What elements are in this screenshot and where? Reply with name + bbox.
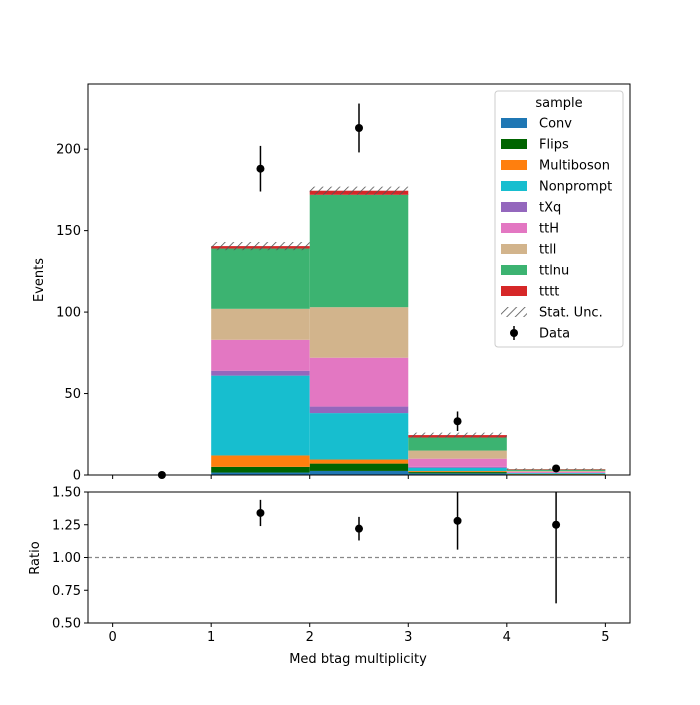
bar-txq-bin-2: [310, 407, 409, 414]
data-point: [454, 417, 462, 425]
legend-label-txq: tXq: [539, 201, 561, 216]
bar-tth-bin-3: [408, 459, 507, 467]
main-y-tick-label: 50: [64, 387, 81, 402]
ratio-y-tick-label: 1.50: [52, 486, 81, 501]
legend-swatch-nonprompt: [501, 181, 527, 191]
bar-multiboson-bin-3: [408, 471, 507, 472]
x-tick-label: 4: [503, 630, 511, 645]
legend-label-conv: Conv: [539, 117, 572, 132]
bar-tth-bin-1: [211, 340, 310, 371]
data-point: [355, 124, 363, 132]
data-point: [552, 464, 560, 472]
ratio-plot-frame: [88, 492, 630, 623]
stat-unc-band-bin-3: [408, 433, 507, 438]
bar-txq-bin-3: [408, 467, 507, 468]
bar-ttlnu-bin-1: [211, 249, 310, 309]
x-tick-label: 3: [404, 630, 412, 645]
x-tick-label: 0: [108, 630, 116, 645]
ratio-point: [552, 521, 560, 529]
bar-flips-bin-3: [408, 472, 507, 473]
bar-flips-bin-1: [211, 467, 310, 473]
legend-swatch-ttlnu: [501, 265, 527, 275]
bar-conv-bin-2: [310, 471, 409, 475]
data-point: [256, 165, 264, 173]
bar-txq-bin-1: [211, 371, 310, 376]
legend: sample Conv Flips Multiboson Nonprompt tXq ttH…: [495, 91, 623, 347]
ratio-y-tick-label: 1.00: [52, 551, 81, 566]
legend-title: sample: [535, 96, 582, 111]
legend-swatch-flips: [501, 139, 527, 149]
stat-unc-band-bin-2: [310, 187, 409, 195]
ratio-y-tick-label: 1.25: [52, 518, 81, 533]
main-y-tick-label: 150: [56, 224, 81, 239]
bar-nonprompt-bin-3: [408, 468, 507, 471]
legend-data-marker: [510, 329, 518, 337]
legend-label-stat-unc: Stat. Unc.: [539, 306, 603, 321]
legend-swatch-tttt: [501, 286, 527, 296]
legend-swatch-conv: [501, 118, 527, 128]
legend-label-multiboson: Multiboson: [539, 159, 610, 174]
ratio-point: [355, 525, 363, 533]
bar-ttlnu-bin-3: [408, 438, 507, 451]
ratio-y-tick-label: 0.50: [52, 617, 81, 632]
bar-ttlnu-bin-2: [310, 195, 409, 307]
legend-swatch-multiboson: [501, 160, 527, 170]
ratio-y-tick-label: 0.75: [52, 584, 81, 599]
legend-swatch-stat-unc: [501, 307, 527, 317]
bar-flips-bin-2: [310, 464, 409, 471]
legend-swatch-txq: [501, 202, 527, 212]
x-axis-label: Med btag multiplicity: [289, 652, 427, 667]
x-tick-label: 5: [601, 630, 609, 645]
legend-label-tth: ttH: [539, 222, 559, 237]
bar-nonprompt-bin-4: [507, 473, 606, 474]
legend-swatch-ttll: [501, 244, 527, 254]
stat-unc-band-bin-1: [211, 242, 310, 250]
legend-label-nonprompt: Nonprompt: [539, 180, 612, 195]
ratio-plot: 0.50 0.75 1.00 1.25 1.50 0 1 2 3 4 5: [52, 486, 630, 646]
main-y-tick-label: 0: [73, 469, 81, 484]
x-tick-label: 2: [306, 630, 314, 645]
bar-multiboson-bin-2: [310, 460, 409, 464]
legend-label-flips: Flips: [539, 138, 569, 153]
bar-tth-bin-2: [310, 358, 409, 407]
legend-label-tttt: tttt: [539, 285, 559, 300]
bar-ttll-bin-1: [211, 309, 310, 340]
legend-label-ttll: ttll: [539, 243, 556, 258]
main-y-axis-label: Events: [32, 258, 47, 302]
bar-ttll-bin-2: [310, 307, 409, 358]
ratio-point: [256, 509, 264, 517]
legend-label-data: Data: [539, 327, 570, 342]
bar-nonprompt-bin-1: [211, 376, 310, 456]
x-tick-label: 1: [207, 630, 215, 645]
main-y-tick-label: 100: [56, 306, 81, 321]
bar-nonprompt-bin-2: [310, 413, 409, 459]
main-y-tick-label: 200: [56, 143, 81, 158]
legend-label-ttlnu: ttlnu: [539, 264, 569, 279]
legend-swatch-tth: [501, 223, 527, 233]
ratio-point: [454, 517, 462, 525]
bar-multiboson-bin-1: [211, 455, 310, 466]
ratio-y-axis-label: Ratio: [28, 541, 43, 574]
bar-ttll-bin-3: [408, 451, 507, 459]
